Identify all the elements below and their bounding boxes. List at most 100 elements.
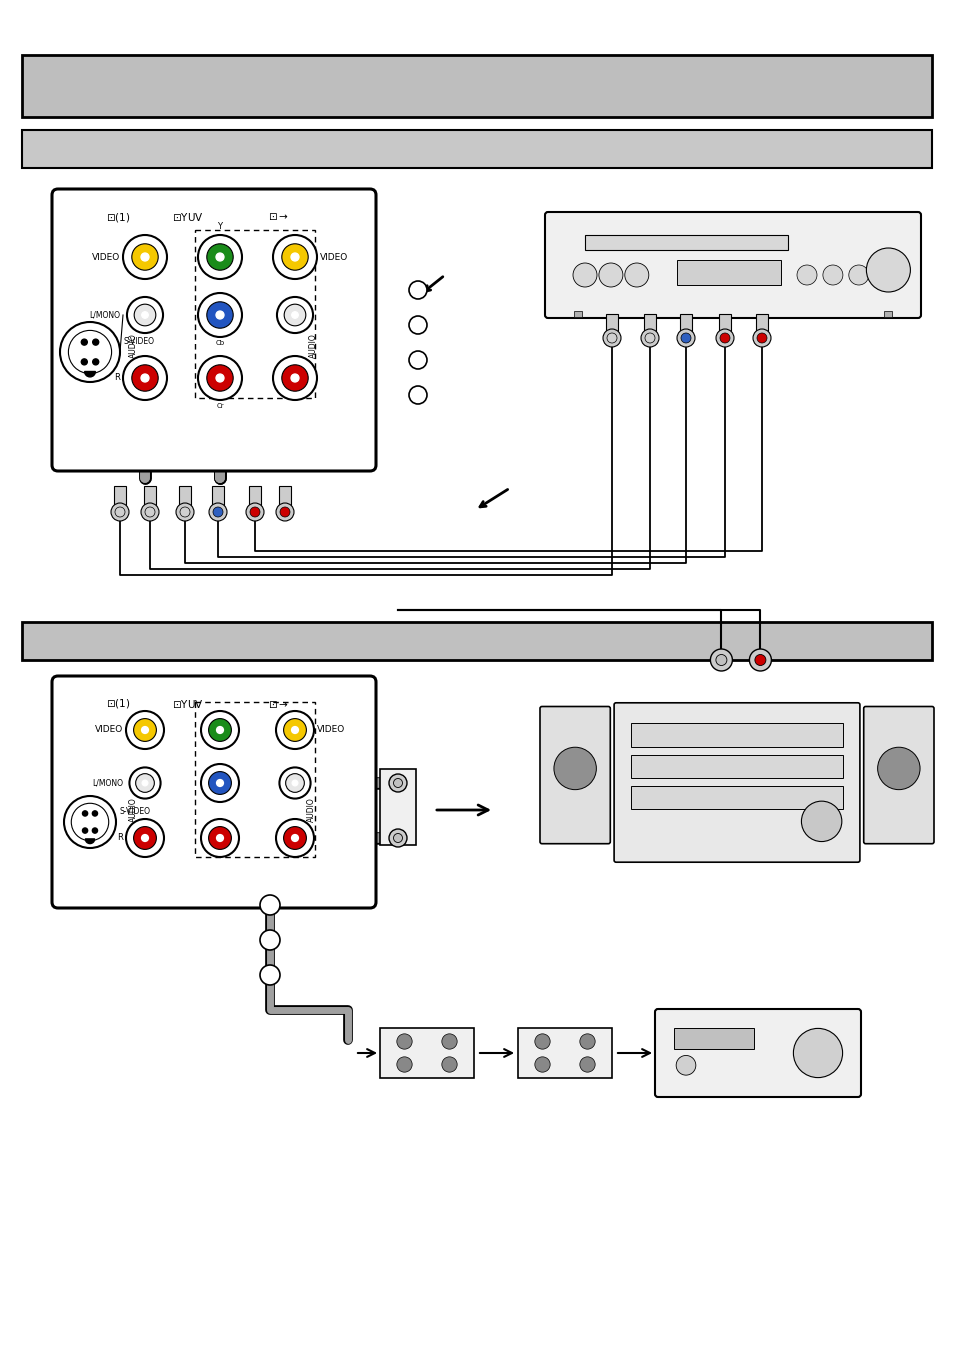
- Circle shape: [246, 503, 264, 521]
- Circle shape: [123, 356, 167, 401]
- Circle shape: [409, 351, 427, 370]
- Circle shape: [720, 333, 729, 343]
- Circle shape: [216, 835, 223, 842]
- Bar: [677, 260, 781, 285]
- Circle shape: [396, 1056, 412, 1072]
- Bar: [22, 622, 931, 660]
- Circle shape: [209, 827, 232, 850]
- Text: VIDEO: VIDEO: [319, 252, 348, 262]
- Circle shape: [273, 235, 316, 279]
- Circle shape: [213, 507, 223, 517]
- FancyBboxPatch shape: [655, 1009, 861, 1097]
- Text: AUDIO: AUDIO: [306, 797, 315, 823]
- Bar: [144, 486, 156, 510]
- Bar: [573, 312, 581, 317]
- Circle shape: [141, 727, 149, 734]
- Circle shape: [680, 333, 690, 343]
- Circle shape: [796, 264, 816, 285]
- Circle shape: [441, 1033, 456, 1050]
- Circle shape: [793, 1028, 841, 1078]
- Circle shape: [275, 711, 314, 749]
- Bar: [755, 314, 767, 335]
- Circle shape: [598, 263, 622, 287]
- Text: R: R: [114, 374, 120, 383]
- Circle shape: [201, 764, 239, 803]
- Bar: [278, 486, 291, 510]
- Circle shape: [115, 507, 125, 517]
- Circle shape: [175, 503, 193, 521]
- Circle shape: [64, 796, 116, 849]
- Circle shape: [716, 329, 733, 347]
- FancyBboxPatch shape: [379, 1028, 474, 1078]
- Circle shape: [69, 331, 112, 374]
- Circle shape: [215, 312, 224, 318]
- FancyBboxPatch shape: [52, 676, 375, 908]
- Circle shape: [126, 819, 164, 857]
- Text: AUDIO: AUDIO: [129, 797, 137, 823]
- Circle shape: [292, 835, 298, 842]
- Circle shape: [82, 828, 88, 834]
- Bar: [643, 314, 656, 335]
- Circle shape: [292, 727, 298, 734]
- Circle shape: [393, 778, 402, 788]
- Circle shape: [754, 654, 765, 665]
- Circle shape: [283, 719, 306, 742]
- Bar: [212, 486, 224, 510]
- Circle shape: [275, 819, 314, 857]
- Circle shape: [602, 329, 620, 347]
- Circle shape: [123, 235, 167, 279]
- Text: Cr: Cr: [216, 403, 224, 409]
- Circle shape: [554, 747, 596, 789]
- Text: R: R: [117, 834, 123, 843]
- Circle shape: [409, 316, 427, 335]
- Circle shape: [579, 1033, 595, 1050]
- Circle shape: [132, 244, 158, 270]
- Circle shape: [393, 834, 402, 843]
- Text: S-VIDEO: S-VIDEO: [120, 808, 151, 816]
- Bar: [883, 312, 891, 317]
- Bar: [630, 785, 842, 809]
- Circle shape: [409, 281, 427, 299]
- Bar: [194, 229, 314, 398]
- Circle shape: [130, 768, 160, 799]
- Circle shape: [848, 264, 868, 285]
- Circle shape: [133, 719, 156, 742]
- Circle shape: [133, 827, 156, 850]
- Circle shape: [865, 248, 909, 291]
- Circle shape: [291, 374, 298, 382]
- Circle shape: [291, 254, 298, 260]
- Circle shape: [135, 774, 154, 792]
- Bar: [630, 754, 842, 778]
- Circle shape: [284, 304, 306, 326]
- Circle shape: [677, 329, 695, 347]
- Circle shape: [209, 503, 227, 521]
- FancyBboxPatch shape: [544, 212, 920, 318]
- Text: VIDEO: VIDEO: [316, 726, 345, 734]
- Bar: [22, 130, 931, 169]
- Circle shape: [71, 803, 109, 840]
- FancyBboxPatch shape: [862, 707, 933, 843]
- Text: VIDEO: VIDEO: [94, 726, 123, 734]
- Circle shape: [141, 503, 159, 521]
- Circle shape: [209, 772, 232, 795]
- Bar: [679, 314, 691, 335]
- Wedge shape: [85, 371, 95, 376]
- Circle shape: [409, 386, 427, 403]
- Circle shape: [126, 711, 164, 749]
- Text: $\boxdot$$\rightarrow$: $\boxdot$$\rightarrow$: [267, 212, 288, 223]
- Circle shape: [389, 774, 407, 792]
- Circle shape: [877, 747, 919, 789]
- Circle shape: [283, 827, 306, 850]
- Text: $\boxdot$YUV: $\boxdot$YUV: [172, 697, 204, 710]
- Circle shape: [141, 254, 149, 260]
- Circle shape: [757, 333, 766, 343]
- Text: $\boxdot$(1): $\boxdot$(1): [106, 697, 131, 711]
- Circle shape: [715, 654, 726, 665]
- Bar: [584, 235, 788, 250]
- Circle shape: [260, 894, 280, 915]
- Circle shape: [579, 1056, 595, 1072]
- Bar: [194, 701, 314, 857]
- Circle shape: [389, 830, 407, 847]
- Circle shape: [292, 780, 297, 786]
- Text: Cb: Cb: [215, 340, 224, 345]
